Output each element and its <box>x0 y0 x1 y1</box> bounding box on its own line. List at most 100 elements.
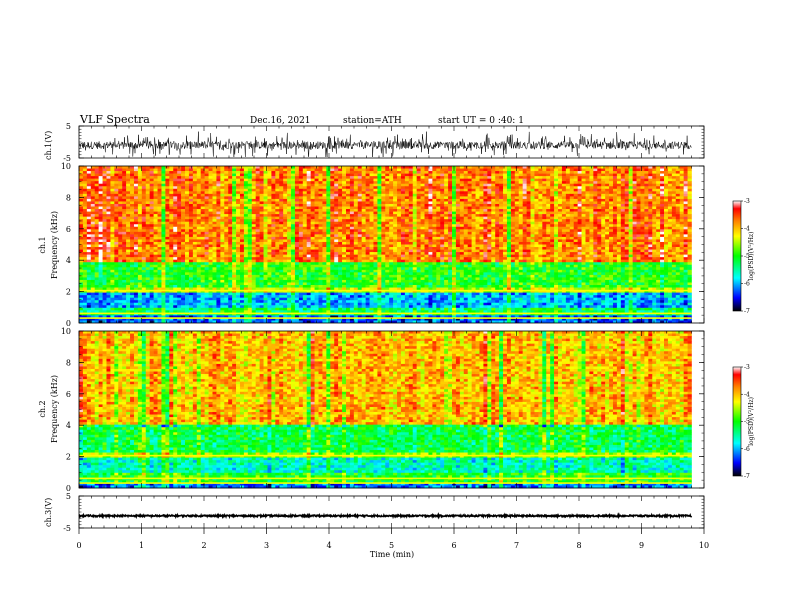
spectrogram-cell <box>612 219 618 223</box>
spectrogram-cell <box>487 209 492 212</box>
spectrogram-cell <box>247 171 253 174</box>
spectrogram-cell <box>137 211 143 215</box>
spectrogram-cell <box>137 176 143 179</box>
spectrogram-cell <box>141 196 147 200</box>
spectrogram-cell <box>106 183 111 187</box>
spectrogram-cell <box>664 201 669 205</box>
spectrogram-cell <box>326 198 331 202</box>
spectrogram-cell <box>561 178 567 182</box>
spectrogram-cell <box>357 166 362 169</box>
spectrogram-cell <box>298 234 304 238</box>
spectrogram-cell <box>558 241 563 245</box>
spectrogram-cell <box>522 193 527 197</box>
spectrogram-cell <box>357 241 362 245</box>
spectrogram-cell <box>463 188 469 192</box>
spectrogram-cell <box>573 219 578 223</box>
spectrogram-cell <box>173 226 178 230</box>
spectrogram-cell <box>110 201 115 205</box>
spectrogram-cell <box>518 168 523 172</box>
spectrogram-cell <box>90 198 96 202</box>
spectrogram-cell <box>200 221 205 225</box>
spectrogram-cell <box>514 173 520 177</box>
spectrogram-cell <box>420 176 425 179</box>
spectrogram-cell <box>569 178 575 182</box>
spectrogram-cell <box>86 201 92 205</box>
spectrogram-cell <box>667 231 673 235</box>
spectrogram-cell <box>353 181 359 185</box>
spectrogram-cell <box>632 206 637 210</box>
spectrogram-cell <box>306 234 311 238</box>
spectrogram-cell <box>153 166 158 169</box>
spectrogram-cell <box>188 216 194 220</box>
spectrogram-cell <box>471 176 476 179</box>
spectrogram-cell <box>118 226 123 230</box>
spectrogram-cell <box>636 198 641 202</box>
spectrogram-cell <box>550 176 555 179</box>
spectrogram-cell <box>161 244 166 248</box>
spectrogram-cell <box>664 186 669 190</box>
spectrogram-cell <box>397 239 402 243</box>
spectrogram-cell <box>298 168 304 172</box>
spectrogram-cell <box>687 229 692 233</box>
spectrogram-cell <box>192 196 198 200</box>
spectrogram-cell <box>259 221 264 225</box>
spectrogram-cell <box>224 216 229 220</box>
spectrogram-cell <box>585 171 590 174</box>
spectrogram-cell <box>82 166 88 169</box>
spectrogram-cell <box>271 171 276 174</box>
spectrogram-cell <box>165 171 170 174</box>
spectrogram-cell <box>310 166 315 169</box>
spectrogram-cell <box>122 219 127 223</box>
spectrogram-cell <box>597 191 602 195</box>
spectrogram-cell <box>420 196 425 200</box>
spectrogram-cell <box>153 176 158 179</box>
spectrogram-cell <box>565 214 571 217</box>
spectrogram-cell <box>106 239 111 243</box>
spectrogram-cell <box>314 171 319 174</box>
spectrogram-cell <box>228 201 233 205</box>
spectrogram-cell <box>616 166 622 169</box>
spectrogram-cell <box>294 206 300 210</box>
spectrogram-cell <box>314 224 319 228</box>
spectrogram-cell <box>318 168 323 172</box>
spectrogram-cell <box>153 203 158 207</box>
spectrogram-cell <box>581 181 586 185</box>
spectrogram-cell <box>671 198 677 202</box>
spectrogram-cell <box>597 193 602 197</box>
spectrogram-cell <box>102 216 107 220</box>
spectrogram-cell <box>479 178 484 182</box>
spectrogram-cell <box>192 178 198 182</box>
spectrogram-cell <box>243 221 249 225</box>
spectrogram-cell <box>671 239 677 243</box>
spectrogram-cell <box>298 211 304 215</box>
spectrogram-cell <box>475 226 480 230</box>
spectrogram-cell <box>145 239 150 243</box>
spectrogram-cell <box>165 186 170 190</box>
spectrogram-cell <box>267 198 272 202</box>
spectrogram-cell <box>424 226 429 230</box>
spectrogram-cell <box>133 168 139 172</box>
spectrogram-cell <box>247 206 253 210</box>
spectrogram-cell <box>133 229 139 233</box>
spectrogram-cell <box>173 211 178 215</box>
spectrogram-cell <box>459 196 465 200</box>
spectrogram-cell <box>687 183 692 187</box>
spectrogram-cell <box>181 168 186 172</box>
spectrogram-cell <box>181 226 186 230</box>
spectrogram-cell <box>326 176 331 179</box>
spectrogram-cell <box>283 198 288 202</box>
spectrogram-cell <box>444 226 449 230</box>
spectrogram-cell <box>149 166 154 169</box>
spectrogram-cell <box>428 234 433 238</box>
spectrogram-cell <box>267 183 272 187</box>
spectrogram-cell <box>467 186 472 190</box>
spectrogram-cell <box>232 178 237 182</box>
spectrogram-cell <box>412 226 417 230</box>
spectrogram-cell <box>267 186 272 190</box>
spectrogram-cell <box>424 229 429 233</box>
spectrogram-cell <box>616 178 622 182</box>
spectrogram-cell <box>232 226 237 230</box>
spectrogram-cell <box>279 224 284 228</box>
spectrogram-cell <box>126 196 131 200</box>
spectrogram-cell <box>455 209 461 212</box>
